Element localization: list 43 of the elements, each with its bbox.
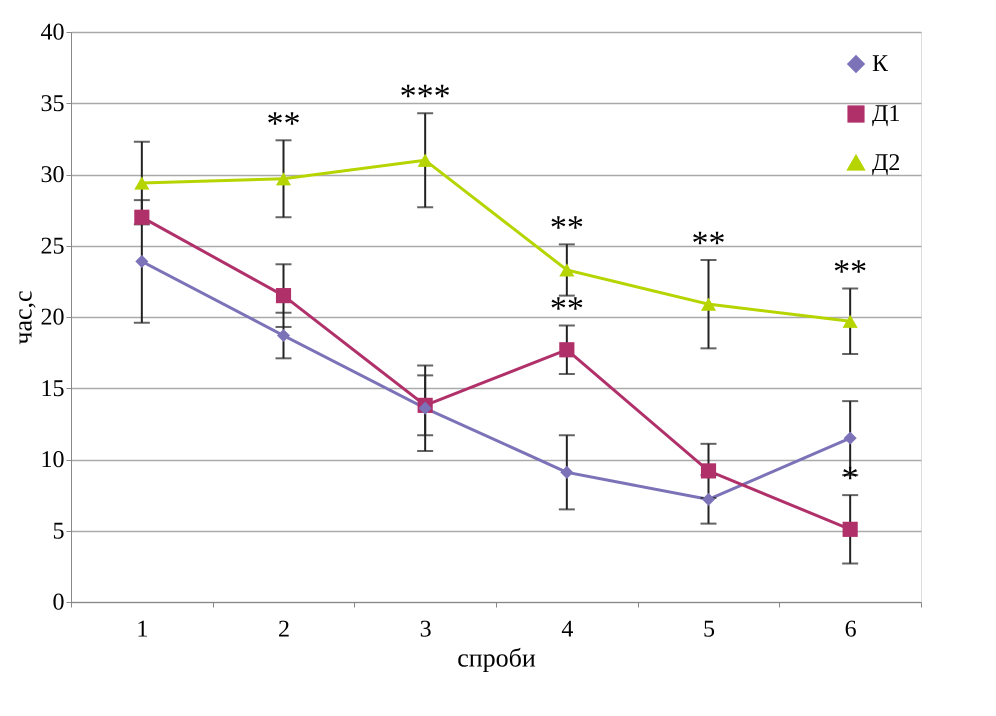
x-tick-label: 3 <box>420 616 432 642</box>
x-tick-label: 2 <box>278 616 290 642</box>
point <box>842 522 858 537</box>
y-tick-label: 10 <box>40 447 64 473</box>
point <box>702 492 716 506</box>
legend-label: Д2 <box>872 150 900 176</box>
point <box>844 432 857 445</box>
y-axis-title: час,с <box>8 290 38 345</box>
point <box>418 154 433 167</box>
point <box>700 463 716 478</box>
y-tick-label: 20 <box>40 304 64 330</box>
point <box>134 210 150 225</box>
y-tick-label: 5 <box>52 518 64 544</box>
annotation: ** <box>266 105 300 142</box>
annotation: ** <box>692 225 726 262</box>
y-tick-label: 30 <box>40 162 64 188</box>
x-tick-label: 4 <box>561 616 574 642</box>
point <box>700 298 716 311</box>
x-tick-label: 1 <box>136 616 148 642</box>
point <box>135 254 148 268</box>
point <box>418 402 432 415</box>
x-tick-label: 6 <box>844 616 857 642</box>
annotation: *** <box>400 78 451 116</box>
point <box>134 176 150 190</box>
point <box>276 288 292 304</box>
y-tick-label: 25 <box>40 233 64 260</box>
y-tick-label: 40 <box>40 20 64 46</box>
point <box>559 342 574 358</box>
legend-label: Д1 <box>872 101 900 127</box>
x-tick-label: 5 <box>703 616 715 642</box>
y-tick-label: 35 <box>40 90 64 117</box>
annotation: ** <box>550 290 584 328</box>
y-tick-label: 15 <box>40 376 64 402</box>
point <box>276 172 292 186</box>
point <box>559 263 574 277</box>
y-tick-label: 0 <box>52 590 64 616</box>
point <box>560 466 574 479</box>
point <box>276 329 290 342</box>
point <box>842 314 858 328</box>
annotation: ** <box>550 209 584 246</box>
x-axis-title: спроби <box>457 644 536 672</box>
annotation: ** <box>833 254 868 290</box>
legend-label: К <box>872 51 889 77</box>
